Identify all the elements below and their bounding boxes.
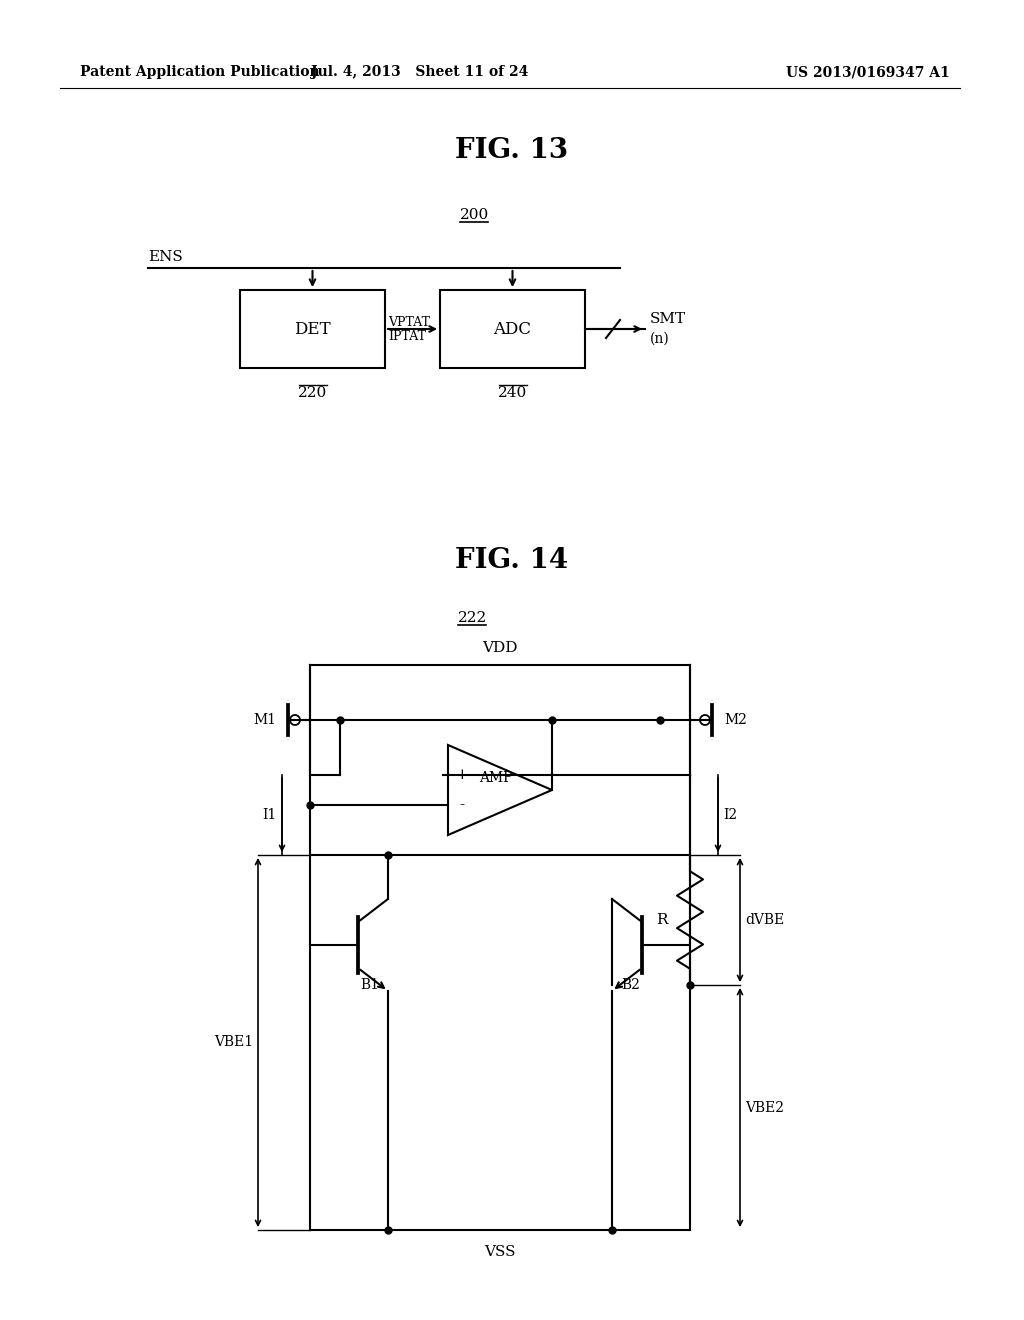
Text: VBE1: VBE1 bbox=[214, 1035, 253, 1049]
Text: B1: B1 bbox=[360, 978, 379, 993]
Text: ENS: ENS bbox=[148, 249, 182, 264]
Text: I2: I2 bbox=[723, 808, 737, 822]
Text: VSS: VSS bbox=[484, 1245, 516, 1259]
Text: B2: B2 bbox=[622, 978, 640, 993]
Text: Patent Application Publication: Patent Application Publication bbox=[80, 65, 319, 79]
Text: 200: 200 bbox=[460, 209, 489, 222]
Text: M2: M2 bbox=[724, 713, 746, 727]
Bar bbox=[240, 290, 385, 368]
Text: R: R bbox=[656, 913, 668, 927]
Text: US 2013/0169347 A1: US 2013/0169347 A1 bbox=[786, 65, 950, 79]
Text: 222: 222 bbox=[458, 611, 487, 624]
Text: (n): (n) bbox=[650, 333, 670, 346]
Text: M1: M1 bbox=[253, 713, 276, 727]
Text: VDD: VDD bbox=[482, 642, 518, 655]
Text: I1: I1 bbox=[263, 808, 278, 822]
Text: 240: 240 bbox=[498, 385, 527, 400]
Text: +: + bbox=[456, 768, 468, 781]
Text: 220: 220 bbox=[298, 385, 327, 400]
Text: dVBE: dVBE bbox=[745, 913, 784, 927]
Text: AMP: AMP bbox=[479, 771, 513, 785]
Text: -: - bbox=[460, 799, 465, 812]
Text: FIG. 14: FIG. 14 bbox=[456, 546, 568, 573]
Text: VBE2: VBE2 bbox=[745, 1101, 784, 1114]
Bar bbox=[440, 290, 585, 368]
Text: VPTAT: VPTAT bbox=[388, 315, 430, 329]
Text: SMT: SMT bbox=[650, 312, 686, 326]
Text: IPTAT: IPTAT bbox=[388, 330, 426, 342]
Text: FIG. 13: FIG. 13 bbox=[456, 136, 568, 164]
Text: Jul. 4, 2013   Sheet 11 of 24: Jul. 4, 2013 Sheet 11 of 24 bbox=[311, 65, 528, 79]
Text: ADC: ADC bbox=[494, 321, 531, 338]
Text: DET: DET bbox=[294, 321, 331, 338]
